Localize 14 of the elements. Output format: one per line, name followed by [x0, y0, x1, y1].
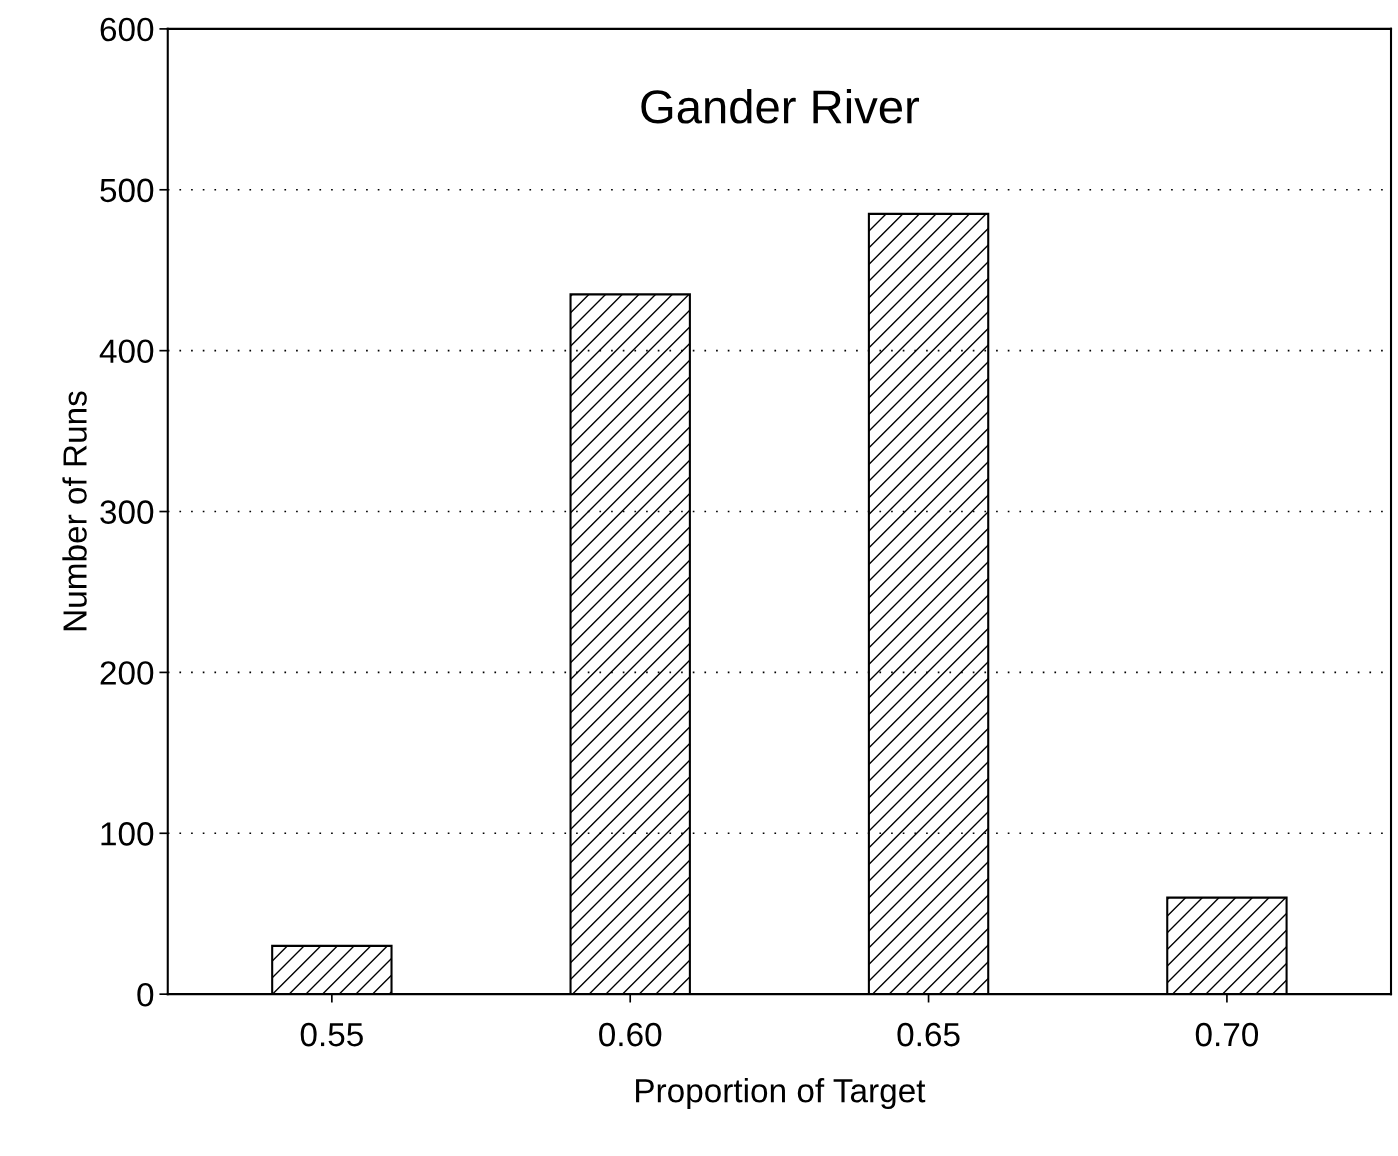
x-tick-label: 0.55	[300, 1022, 363, 1047]
y-tick-label: 300	[100, 500, 154, 524]
y-tick-label: 100	[101, 822, 154, 846]
y-tick-label: 600	[100, 17, 154, 42]
y-tick-label: 400	[99, 339, 154, 364]
y-axis-title: Number of Runs	[62, 391, 87, 631]
text: Gander River	[641, 88, 920, 124]
x-axis-title: Proportion of Target	[636, 1078, 926, 1110]
x-tick-label: 0.60	[599, 1022, 662, 1047]
y-tick-label: 500	[100, 178, 154, 203]
y-tick-label: 0	[137, 982, 154, 1007]
x-tick-label: 0.65	[897, 1022, 960, 1047]
y-tick-label: 200	[100, 661, 154, 685]
x-tick-label: 0.70	[1195, 1022, 1259, 1047]
